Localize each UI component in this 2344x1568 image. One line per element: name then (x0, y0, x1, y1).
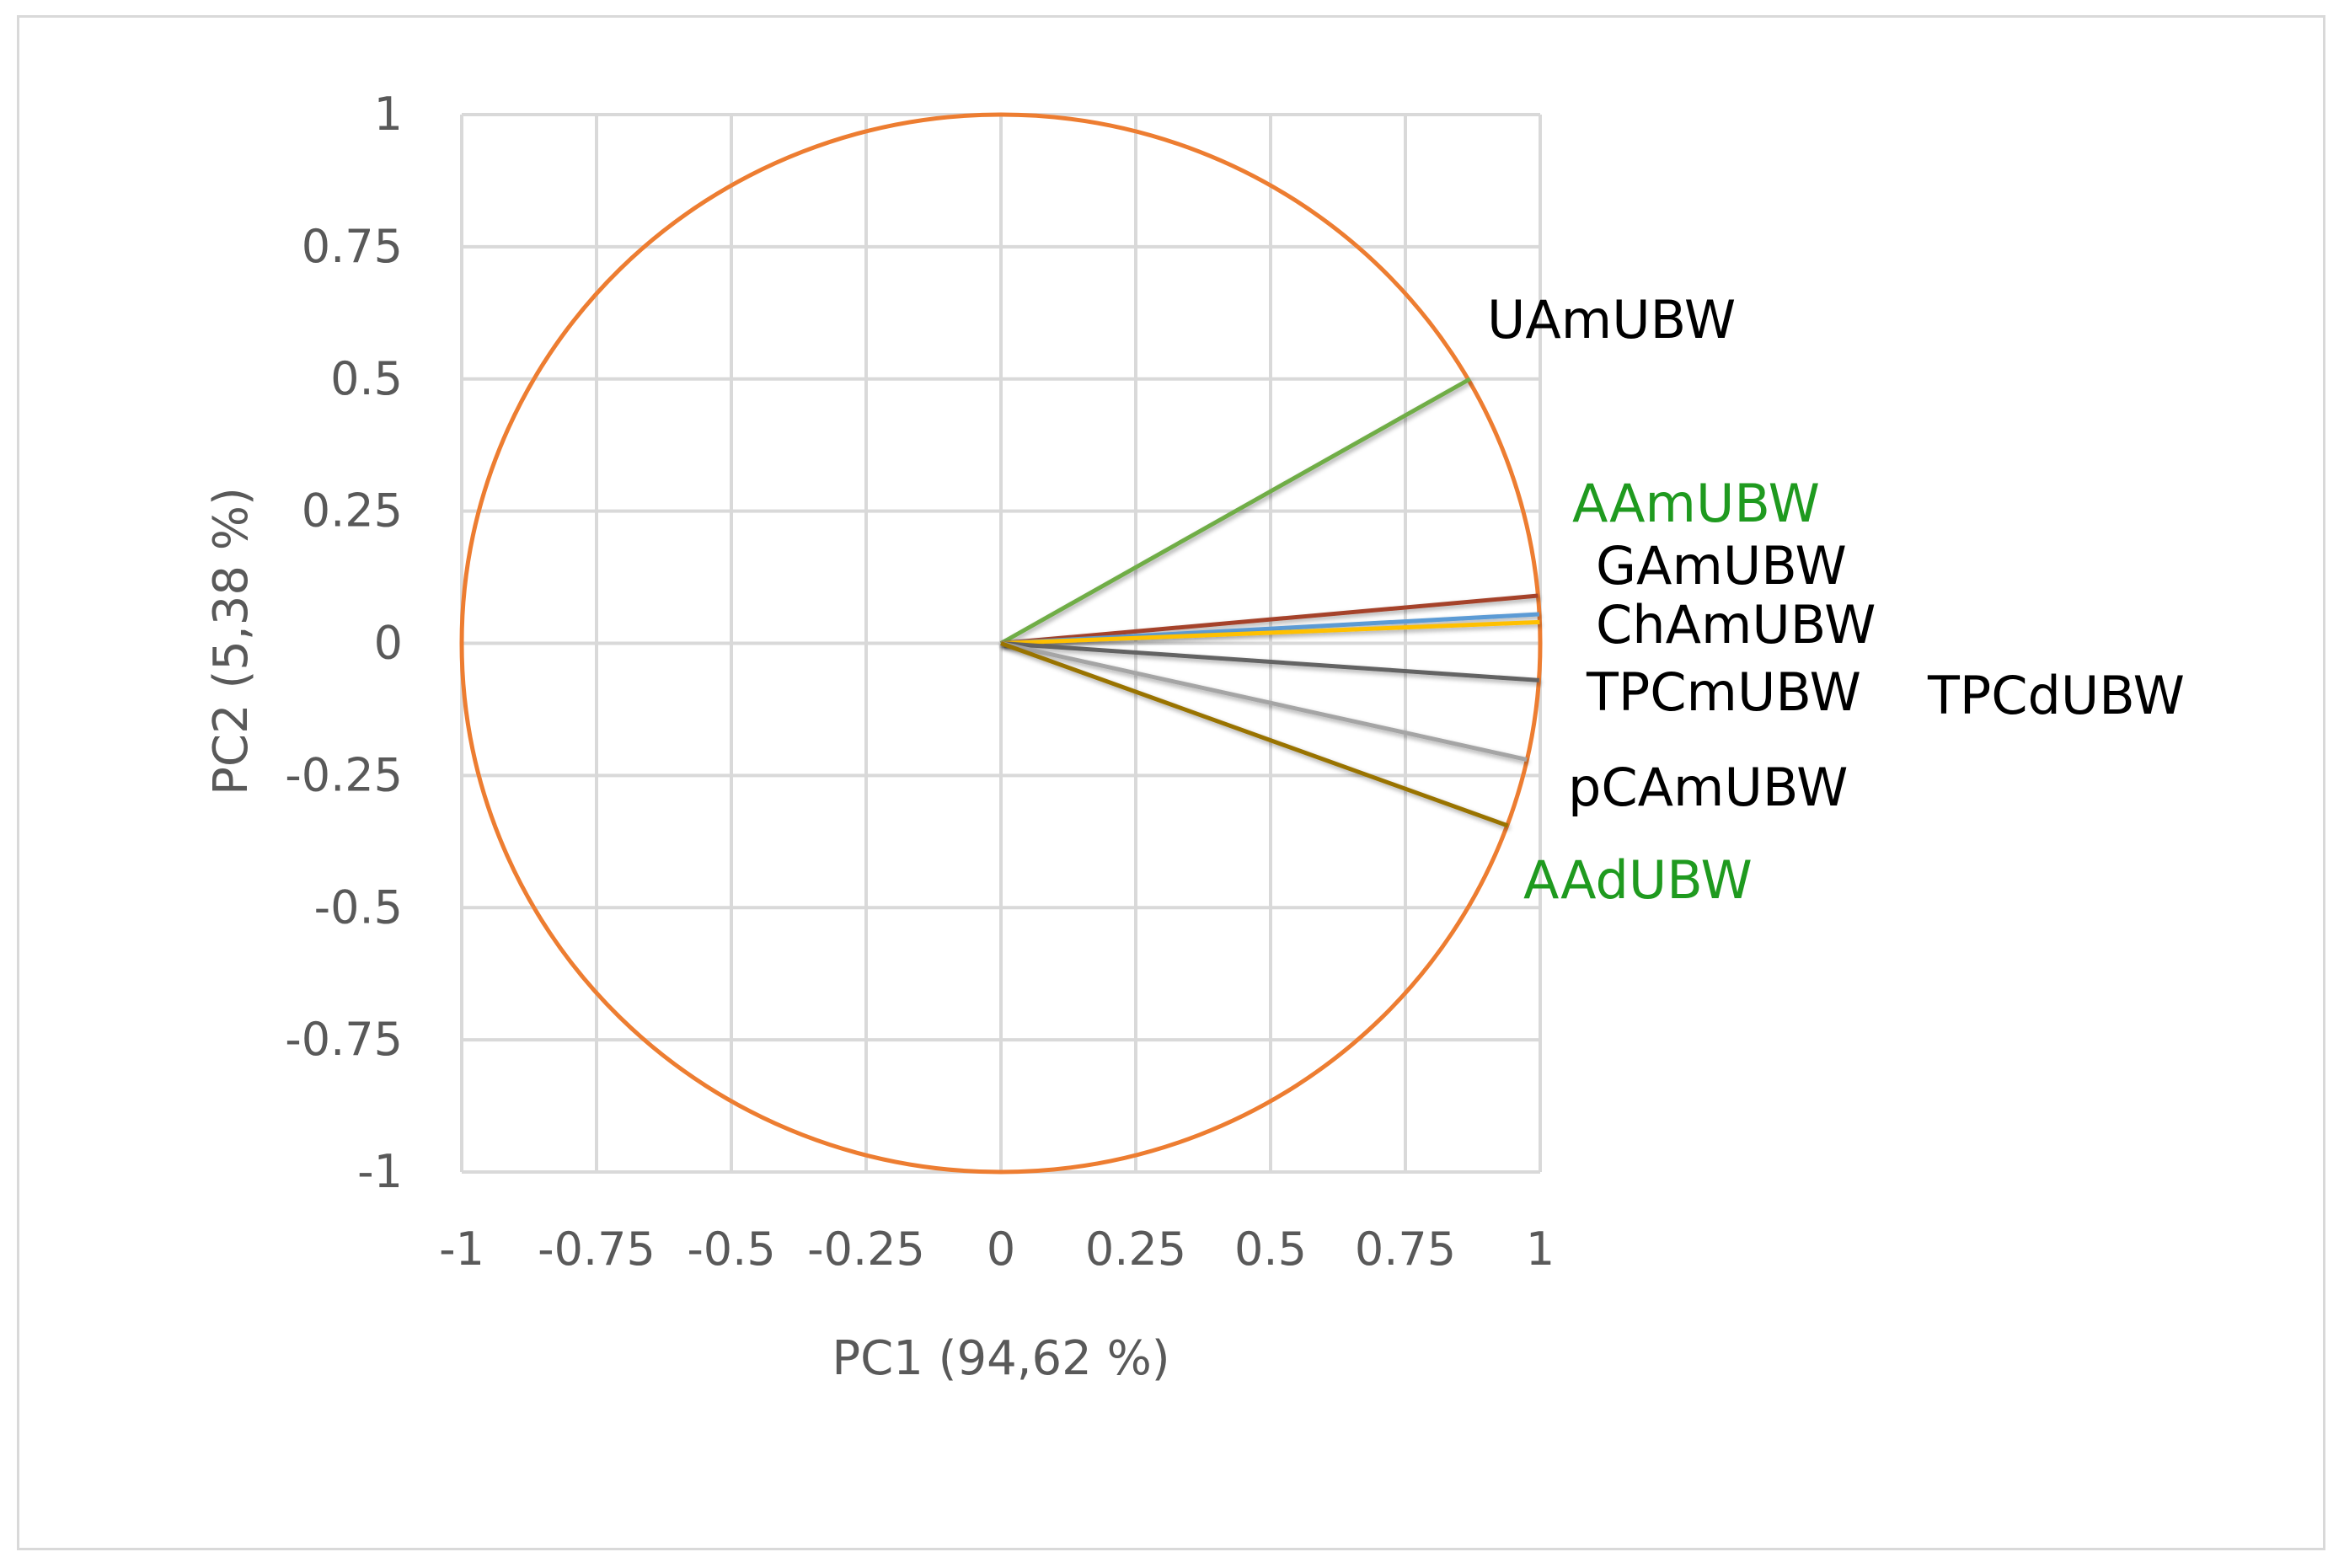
y-tick-label-3: -0.25 (285, 748, 403, 801)
vector-label-TPCmUBW: TPCmUBW (1586, 661, 1861, 723)
vector-ChAmUBW (1000, 619, 1540, 645)
x-axis-tick-labels: -1 -0.75 -0.5 -0.25 0 0.25 0.5 0.75 1 (439, 1223, 1555, 1276)
vector-label-AAmUBW: AAmUBW (1572, 473, 1820, 534)
y-tick-label-1: -0.75 (285, 1013, 403, 1066)
x-tick-label-2: -0.5 (687, 1223, 775, 1276)
y-tick-label-5: 0.25 (302, 484, 403, 538)
x-tick-label-1: -0.75 (538, 1223, 656, 1276)
y-tick-label-8: 1 (374, 88, 403, 141)
vector-label-UAmUBW: UAmUBW (1487, 289, 1736, 351)
x-tick-label-0: -1 (439, 1223, 484, 1276)
vector-label-AAdUBW: AAdUBW (1523, 849, 1753, 911)
vector-label-TPCdUBW: TPCdUBW (1927, 665, 2185, 726)
x-tick-label-3: -0.25 (807, 1223, 925, 1276)
x-tick-label-8: 1 (1526, 1223, 1555, 1276)
chart-frame: -1 -0.75 -0.5 -0.25 0 0.25 0.5 0.75 1 -1 -0.75 -0.… (17, 15, 2325, 1550)
vector-label-GAmUBW: GAmUBW (1596, 535, 1847, 597)
y-tick-label-0: -1 (357, 1145, 403, 1198)
y-tick-label-4: 0 (374, 617, 403, 670)
vector-TPCdUBW (1000, 641, 1539, 682)
vector-label-pCAmUBW: pCAmUBW (1568, 757, 1848, 818)
vector-UAmUBW (999, 377, 1472, 645)
y-tick-label-2: -0.5 (314, 880, 403, 934)
vector-AAdUBW (1000, 641, 1509, 828)
y-axis-tick-labels: -1 -0.75 -0.5 -0.25 0 0.25 0.5 0.75 1 (285, 88, 403, 1198)
y-tick-label-7: 0.75 (302, 220, 403, 273)
x-axis-title: PC1 (94,62 %) (832, 1331, 1169, 1386)
pca-correlation-circle-chart: -1 -0.75 -0.5 -0.25 0 0.25 0.5 0.75 1 -1 -0.75 -0.… (204, 88, 2185, 1386)
x-tick-label-7: 0.75 (1355, 1223, 1456, 1276)
x-tick-label-5: 0.25 (1085, 1223, 1186, 1276)
vector-pCAmUBW (1000, 641, 1528, 762)
y-axis-title: PC2 (5,38 %) (204, 487, 259, 795)
y-tick-label-6: 0.5 (330, 352, 403, 405)
vector-AAmUBW (1000, 593, 1539, 645)
x-tick-label-4: 0 (987, 1223, 1015, 1276)
x-tick-label-6: 0.5 (1234, 1223, 1307, 1276)
loading-vectors (999, 377, 1540, 828)
vector-label-ChAmUBW: ChAmUBW (1596, 594, 1876, 656)
